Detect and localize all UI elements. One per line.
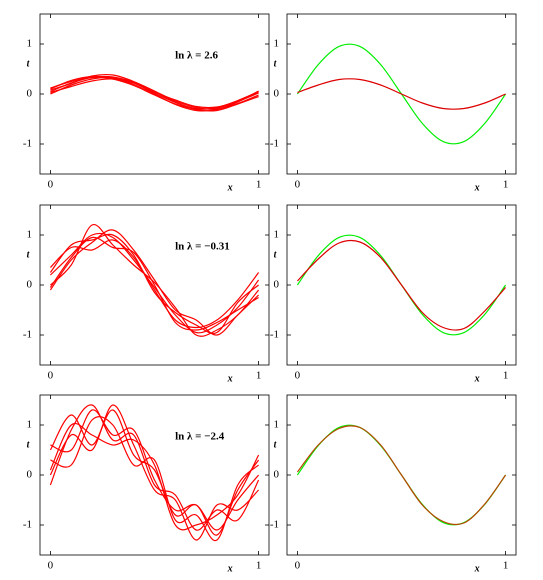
y-tick-label: 1	[27, 229, 33, 241]
curve	[296, 425, 507, 526]
x-tick-label: 0	[48, 370, 54, 382]
annotation: ln λ = −2.4	[175, 431, 225, 443]
curve	[50, 416, 260, 542]
y-axis-label: t	[27, 439, 31, 450]
curve	[49, 404, 260, 531]
curve	[297, 78, 506, 110]
x-tick-label: 0	[295, 560, 301, 572]
y-tick-label: 0	[27, 88, 33, 100]
annotation: ln λ = −0.31	[175, 241, 230, 253]
y-axis-label: t	[27, 58, 31, 69]
curve	[49, 239, 260, 329]
y-tick-label: -1	[270, 138, 279, 150]
x-tick-label: 1	[503, 560, 509, 572]
y-tick-label: 0	[274, 469, 280, 481]
y-axis-label: t	[274, 249, 278, 260]
y-tick-label: 0	[27, 469, 33, 481]
y-tick-label: 1	[274, 38, 280, 50]
y-tick-label: -1	[23, 329, 32, 341]
curve	[49, 404, 260, 541]
x-axis-label: x	[227, 563, 233, 574]
x-axis-label: x	[227, 373, 233, 384]
curve	[49, 229, 260, 336]
y-tick-label: -1	[23, 519, 32, 531]
y-tick-label: -1	[270, 519, 279, 531]
curve	[49, 232, 260, 334]
x-axis-label: x	[227, 182, 233, 193]
curve	[50, 75, 259, 112]
y-axis-label: t	[27, 249, 31, 260]
x-tick-label: 1	[256, 370, 262, 382]
y-tick-label: 0	[27, 279, 33, 291]
y-tick-label: 0	[274, 88, 280, 100]
x-tick-label: 0	[295, 179, 301, 191]
x-tick-label: 0	[48, 560, 54, 572]
x-tick-label: 0	[295, 370, 301, 382]
y-tick-label: 1	[27, 38, 33, 50]
y-tick-label: 1	[274, 229, 280, 241]
annotation: ln λ = 2.6	[175, 50, 218, 62]
x-tick-label: 1	[256, 560, 262, 572]
curve	[296, 239, 507, 331]
x-axis-label: x	[474, 373, 480, 384]
curve	[50, 409, 260, 531]
plot-frame	[39, 394, 270, 556]
y-tick-label: 1	[27, 419, 33, 431]
y-axis-label: t	[274, 439, 278, 450]
curve	[50, 78, 259, 109]
y-tick-label: -1	[270, 329, 279, 341]
x-axis-label: x	[474, 182, 480, 193]
y-tick-label: 1	[274, 419, 280, 431]
curve	[49, 423, 260, 531]
y-tick-label: 0	[274, 279, 280, 291]
x-tick-label: 1	[503, 370, 509, 382]
x-axis-label: x	[474, 563, 480, 574]
y-tick-label: -1	[23, 138, 32, 150]
x-tick-label: 0	[48, 179, 54, 191]
x-tick-label: 1	[256, 179, 262, 191]
y-axis-label: t	[274, 58, 278, 69]
x-tick-label: 1	[503, 179, 509, 191]
curve	[49, 236, 259, 331]
